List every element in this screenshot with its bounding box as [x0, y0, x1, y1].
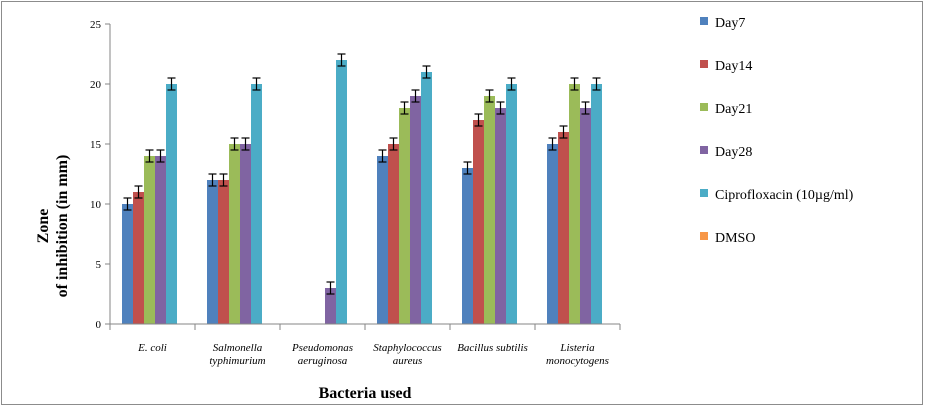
y-axis-title: Zone of inhibition (in mm) — [35, 155, 71, 298]
bar — [166, 84, 177, 324]
category-label: aureus — [393, 355, 423, 367]
legend-swatch — [700, 103, 708, 111]
legend-swatch — [700, 189, 708, 197]
legend-label: Day14 — [715, 59, 752, 74]
category-label: Bacillus subtilis — [457, 342, 528, 354]
bar — [410, 96, 421, 324]
x-axis-title: Bacteria used — [319, 385, 412, 402]
legend-label: Day7 — [715, 16, 745, 31]
bar — [421, 72, 432, 324]
y-tick-label: 20 — [90, 79, 102, 91]
bar — [473, 120, 484, 324]
legend-label: DMSO — [715, 231, 755, 246]
y-tick-label: 25 — [90, 19, 102, 31]
category-label: E. coli — [137, 342, 167, 354]
legend-label: Ciprofloxacin (10µg/ml) — [715, 188, 854, 203]
y-tick-label: 0 — [96, 319, 102, 331]
y-tick-label: 15 — [90, 139, 102, 151]
legend-swatch — [700, 60, 708, 68]
category-label: aeruginosa — [298, 355, 348, 367]
bar — [133, 192, 144, 324]
bar — [229, 144, 240, 324]
bar — [591, 84, 602, 324]
category-label: typhimurium — [209, 355, 265, 367]
bar — [144, 156, 155, 324]
bar — [462, 168, 473, 324]
y-tick-label: 10 — [90, 199, 102, 211]
bar — [506, 84, 517, 324]
plot-area — [122, 53, 602, 324]
legend-label: Day28 — [715, 145, 752, 160]
y-axis-title-line: of inhibition (in mm) — [54, 155, 71, 298]
bar — [495, 108, 506, 324]
y-tick-label: 5 — [96, 259, 102, 271]
legend: Day7 Day14 Day21 Day28 Ciprofloxacin (10µg/m… — [700, 16, 854, 246]
legend-label: Day21 — [715, 102, 752, 117]
bar — [336, 60, 347, 324]
legend-swatch — [700, 232, 708, 240]
category-label: Salmonella — [213, 342, 263, 354]
legend-swatch — [700, 146, 708, 154]
category-label: Listeria — [559, 342, 595, 354]
y-axis-title-line: Zone — [35, 209, 52, 244]
bar — [122, 204, 133, 324]
bar — [484, 96, 495, 324]
bar — [207, 180, 218, 324]
category-label: Pseudomonas — [291, 342, 353, 354]
bar — [569, 84, 580, 324]
bar — [325, 288, 336, 324]
bar — [155, 156, 166, 324]
bar — [547, 144, 558, 324]
category-label: monocytogens — [546, 355, 609, 367]
bar — [558, 132, 569, 324]
category-label: Staphylococcus — [373, 342, 441, 354]
legend-swatch — [700, 17, 708, 25]
bar — [399, 108, 410, 324]
bar — [388, 144, 399, 324]
bar — [218, 180, 229, 324]
bar — [251, 84, 262, 324]
bar — [580, 108, 591, 324]
bar — [377, 156, 388, 324]
bar — [240, 144, 251, 324]
